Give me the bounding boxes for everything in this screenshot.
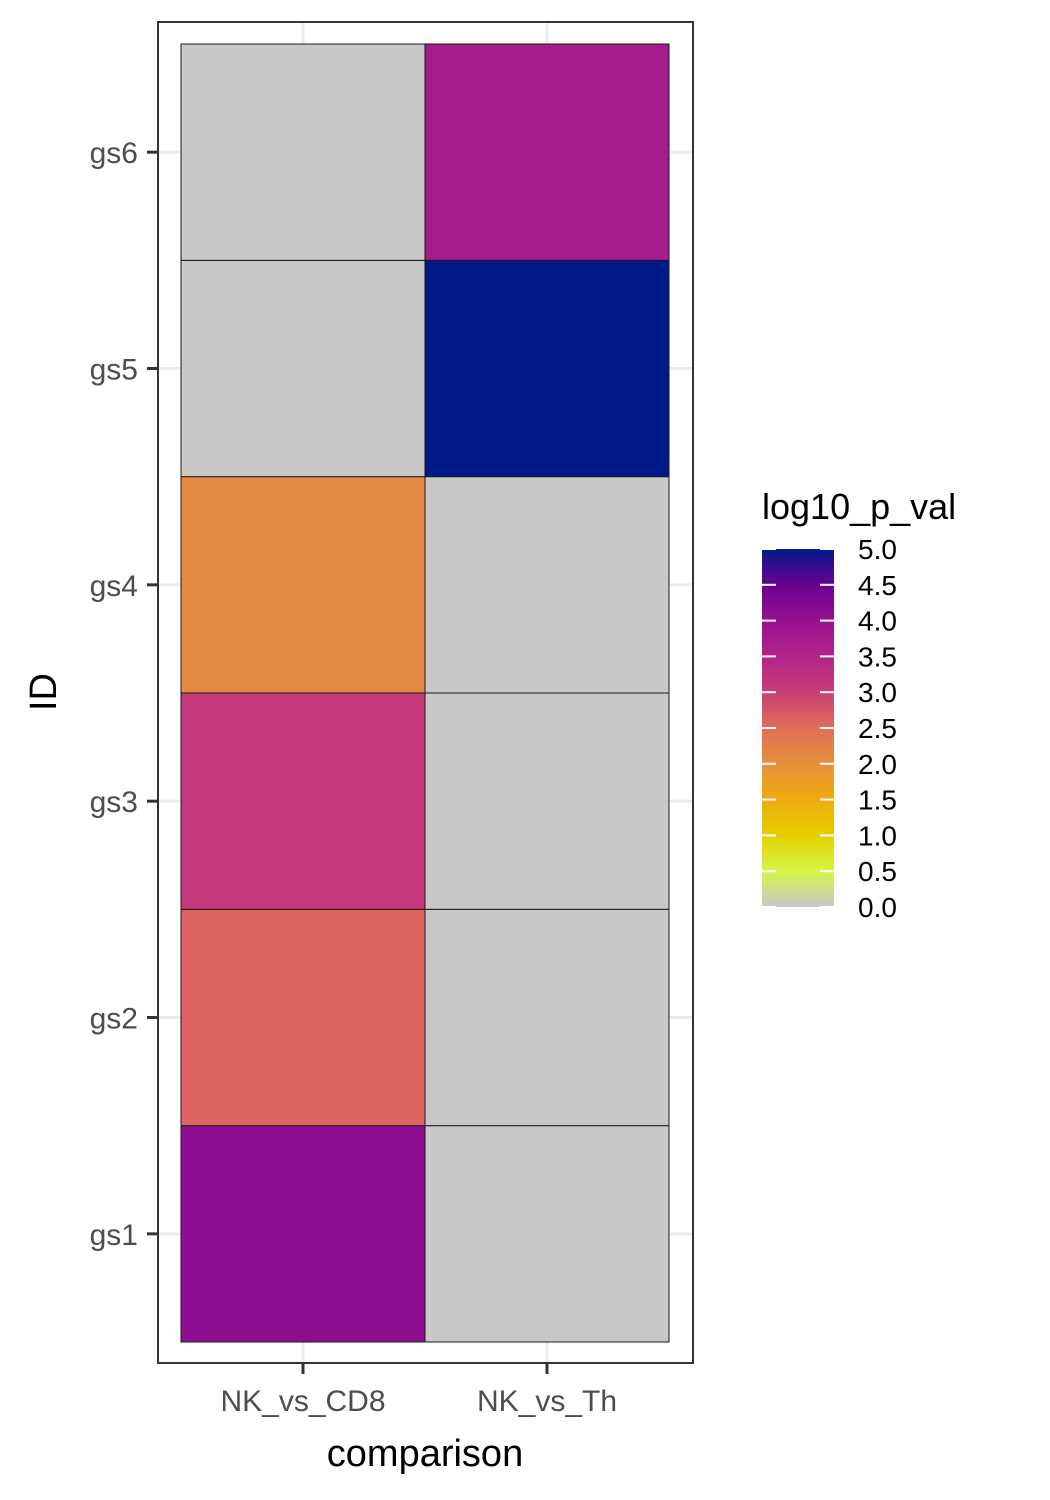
x-axis-title: comparison (327, 1433, 523, 1475)
heatmap-cell-NK_vs_Th-gs3 (424, 692, 670, 910)
legend-title: log10_p_val (762, 486, 956, 527)
legend-tick-label: 3.5 (858, 641, 897, 672)
y-tick-label: gs2 (90, 1003, 138, 1036)
heatmap-cell-NK_vs_CD8-gs2 (180, 908, 426, 1127)
color-legend: log10_p_val 0.0 0.5 1.0 1.5 2.0 2.5 3.0 3.5 4.0 4… (762, 486, 956, 923)
heatmap-cell-NK_vs_CD8-gs1 (180, 1125, 426, 1343)
panel-border (157, 21, 694, 1364)
legend-tick-label: 2.5 (858, 713, 897, 744)
y-axis-title: ID (23, 673, 65, 711)
x-axis: NK_vs_CD8 NK_vs_Th (220, 1363, 617, 1418)
heatmap-cell-NK_vs_Th-gs1 (424, 1125, 670, 1343)
heatmap-cell-NK_vs_Th-gs4 (424, 476, 670, 694)
y-tick-label: gs1 (90, 1219, 138, 1252)
x-tick-label: NK_vs_CD8 (220, 1385, 385, 1418)
heatmap-cell-NK_vs_Th-gs5 (424, 259, 670, 478)
heatmap-cell-NK_vs_Th-gs6 (424, 43, 670, 261)
heatmap-cells (180, 43, 670, 1343)
heatmap-cell-NK_vs_CD8-gs6 (180, 43, 426, 261)
heatmap-cell-NK_vs_CD8-gs3 (180, 692, 426, 910)
legend-tick-label: 2.0 (858, 749, 897, 780)
legend-tick-label: 0.0 (858, 892, 897, 923)
legend-tick-label: 0.5 (858, 856, 897, 887)
x-tick-label: NK_vs_Th (477, 1385, 617, 1418)
legend-tick-label: 1.0 (858, 820, 897, 851)
legend-tick-label: 5.0 (858, 534, 897, 565)
legend-tick-label: 3.0 (858, 677, 897, 708)
heatmap-cell-NK_vs_Th-gs2 (424, 908, 670, 1127)
y-tick-label: gs4 (90, 570, 138, 603)
legend-tick-label: 4.5 (858, 570, 897, 601)
y-tick-label: gs5 (90, 354, 138, 387)
heatmap-cell-NK_vs_CD8-gs5 (180, 259, 426, 478)
y-axis: gs1 gs2 gs3 gs4 gs5 gs6 (90, 137, 158, 1252)
y-tick-label: gs3 (90, 786, 138, 819)
legend-tick-label: 1.5 (858, 785, 897, 816)
heatmap-cell-NK_vs_CD8-gs4 (180, 476, 426, 694)
y-tick-label: gs6 (90, 137, 138, 170)
legend-tick-label: 4.0 (858, 606, 897, 637)
